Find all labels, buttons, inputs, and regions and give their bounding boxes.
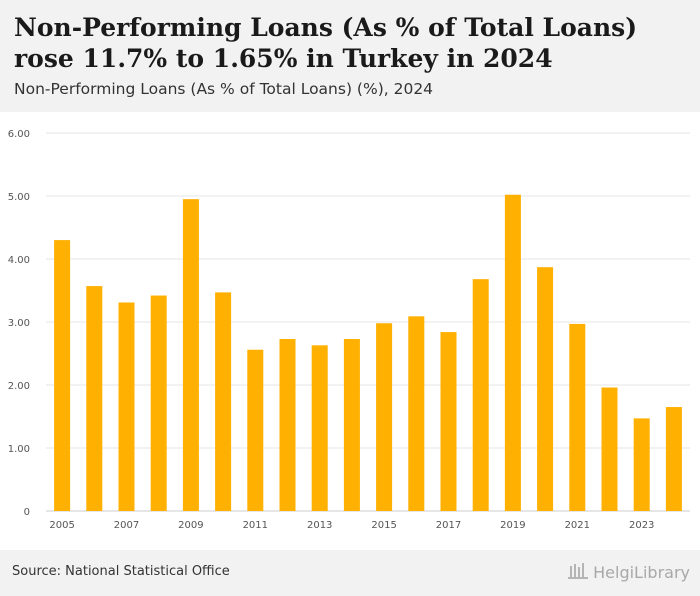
x-tick-label: 2021	[565, 520, 590, 531]
x-tick-label: 2011	[243, 520, 268, 531]
plot-area: 0 1.00 2.00 3.00 4.00 5.00 6.00 2005 2007 2009 201…	[0, 112, 700, 550]
bar-2008	[150, 295, 167, 511]
source-note: Source: National Statistical Office	[12, 564, 230, 579]
x-tick-label: 2017	[436, 520, 461, 531]
y-tick-label: 0	[24, 507, 30, 518]
x-tick-label: 2007	[114, 520, 139, 531]
y-tick-label: 1.00	[8, 444, 30, 455]
bar-2010	[215, 292, 232, 511]
brand-name: HelgiLibrary	[593, 562, 690, 582]
brand-logo: HelgiLibrary	[567, 560, 690, 584]
bar-2005	[54, 240, 71, 511]
bar-2006	[86, 286, 103, 511]
y-tick-label: 5.00	[8, 192, 30, 203]
bar-2016	[408, 316, 425, 511]
x-tick-label: 2023	[629, 520, 654, 531]
y-tick-label: 2.00	[8, 381, 30, 392]
bar-2014	[343, 339, 360, 511]
bar-2022	[601, 387, 618, 511]
bar-2009	[182, 199, 199, 511]
x-tick-label: 2019	[500, 520, 525, 531]
bar-chart: 0 1.00 2.00 3.00 4.00 5.00 6.00 2005 2007 2009 201…	[8, 129, 690, 531]
chart-header: Non-Performing Loans (As % of Total Loan…	[0, 0, 700, 112]
bar-2012	[279, 339, 296, 511]
x-tick-label: 2015	[371, 520, 396, 531]
x-tick-label: 2009	[178, 520, 203, 531]
chart-footer: Source: National Statistical Office Helg…	[0, 550, 700, 596]
bar-2018	[472, 279, 489, 511]
bar-2013	[311, 345, 328, 511]
bar-2015	[376, 323, 393, 511]
chart-title: Non-Performing Loans (As % of Total Loan…	[14, 13, 638, 73]
chart-subtitle: Non-Performing Loans (As % of Total Loan…	[14, 80, 434, 98]
bar-2021	[569, 323, 586, 511]
x-tick-label: 2013	[307, 520, 332, 531]
bar-2023	[633, 418, 650, 511]
bar-2007	[118, 302, 135, 511]
x-tick-label: 2005	[49, 520, 74, 531]
bar-2017	[440, 332, 457, 511]
bar-2019	[504, 194, 521, 511]
bar-2020	[537, 267, 554, 511]
y-tick-label: 3.00	[8, 318, 30, 329]
y-tick-label: 4.00	[8, 255, 30, 266]
library-logo-icon	[567, 560, 589, 584]
y-tick-label: 6.00	[8, 129, 30, 140]
bar-2024	[665, 407, 682, 511]
bar-2011	[247, 349, 264, 511]
